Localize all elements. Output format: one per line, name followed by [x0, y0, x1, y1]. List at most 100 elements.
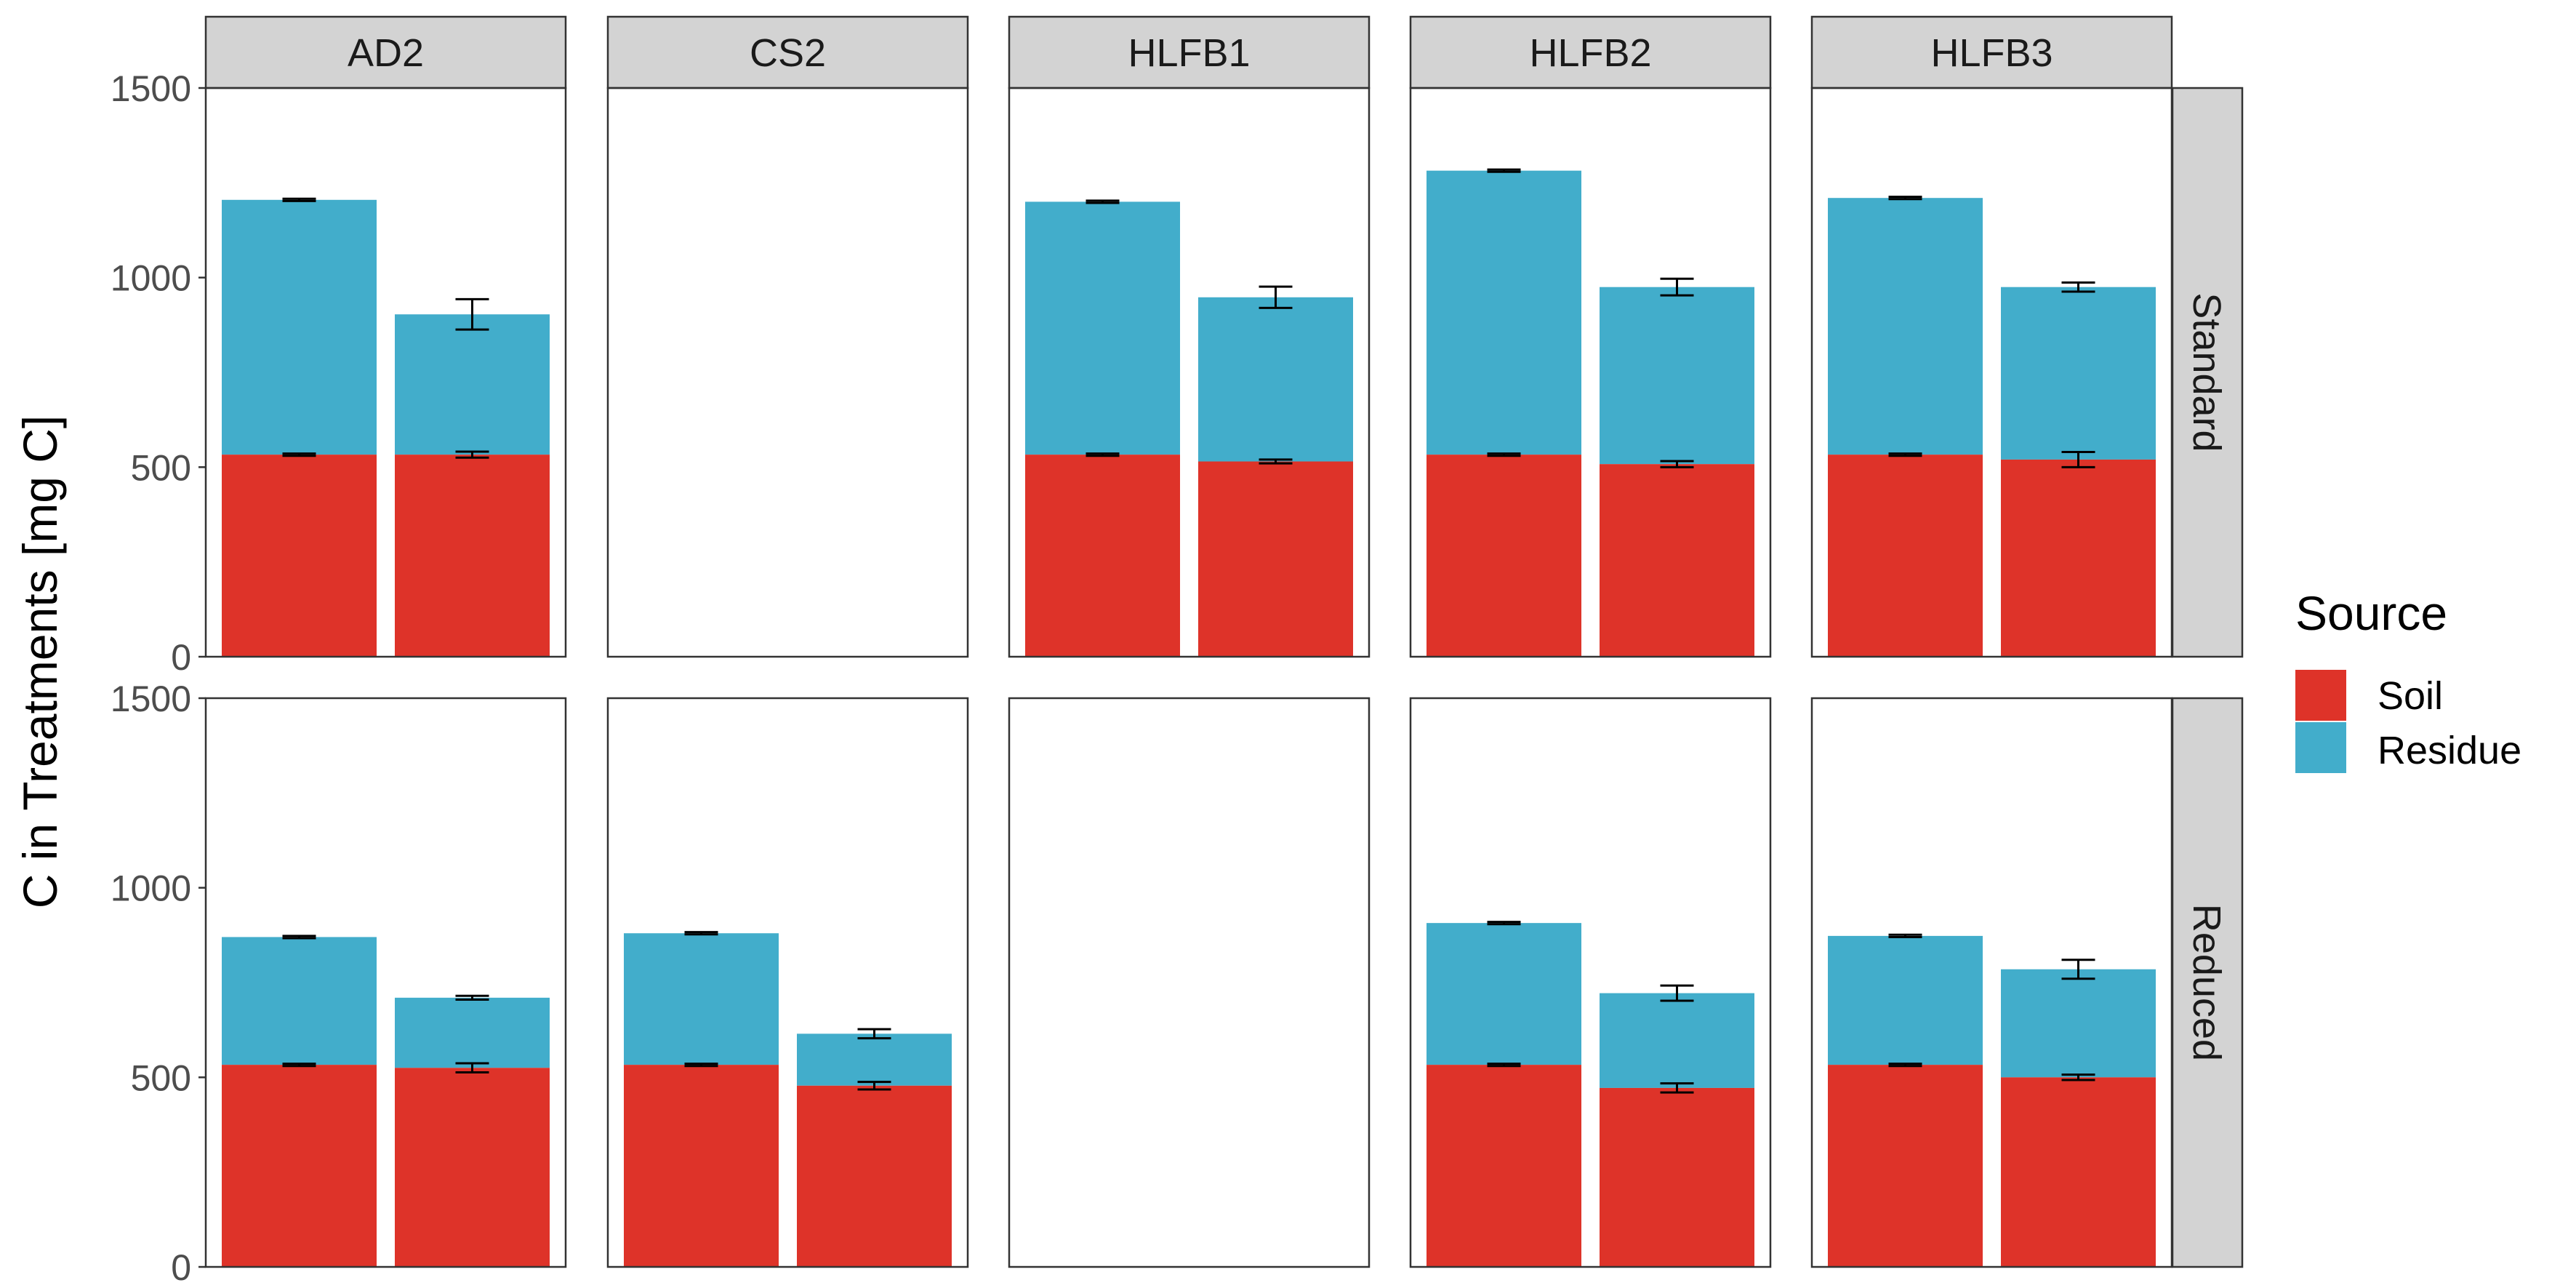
column-strips: AD2 CS2 HLFB1 HLFB2 HLFB3 — [204, 15, 2173, 89]
error-bar-total — [2061, 281, 2095, 293]
y-tick-label: 0 — [171, 1247, 191, 1288]
error-bar-total — [684, 931, 718, 936]
bar-residue — [1427, 923, 1581, 1065]
legend-title: Source — [2295, 586, 2447, 640]
legend-swatch-residue — [2295, 722, 2346, 773]
error-bar-total — [1888, 933, 1922, 938]
panel-reduced-hlfb2 — [1409, 697, 1772, 1268]
error-bar-total — [1660, 277, 1694, 297]
panel-reduced-cs2 — [606, 697, 969, 1268]
panel-border — [606, 87, 969, 658]
bar-residue — [1025, 201, 1180, 455]
bar-soil — [222, 1065, 377, 1267]
error-bar-soil — [857, 1081, 891, 1091]
strip-hlfb2 — [1409, 15, 1772, 89]
bar-soil — [1828, 1065, 1983, 1267]
panel-standard-hlfb1 — [1008, 87, 1371, 658]
error-bar-soil — [1086, 452, 1120, 457]
error-bar-soil — [1487, 1063, 1521, 1068]
error-bar-soil — [2061, 1073, 2095, 1081]
error-bar-soil — [455, 1062, 489, 1074]
error-bar-total — [1259, 285, 1293, 309]
error-bar-soil — [282, 452, 316, 457]
strip-label-ad2: AD2 — [348, 31, 424, 75]
bar-residue — [1198, 297, 1353, 462]
error-bar-soil — [1487, 452, 1521, 457]
bar-soil — [395, 1068, 550, 1267]
strip-standard — [2171, 87, 2244, 658]
bar-soil — [1600, 1087, 1754, 1267]
error-bar-soil — [1888, 452, 1922, 457]
panel-border — [1008, 87, 1371, 658]
bar-soil — [1427, 1065, 1581, 1267]
error-bar-total — [455, 994, 489, 1001]
panel-reduced-hlfb1 — [1008, 697, 1371, 1268]
error-bar-total — [1086, 199, 1120, 204]
bar-residue — [2001, 287, 2156, 460]
bar-soil — [1025, 455, 1180, 657]
panel-standard-hlfb2 — [1409, 87, 1772, 658]
error-bar-total — [2061, 959, 2095, 980]
panel-standard-cs2 — [606, 87, 969, 658]
legend-label-soil: Soil — [2378, 674, 2443, 718]
strip-label-hlfb2: HLFB2 — [1529, 31, 1651, 75]
y-axis-title: C in Treatments [mg C] — [13, 415, 67, 909]
y-tick-label: 1500 — [111, 68, 191, 109]
strip-ad2 — [204, 15, 567, 89]
bar-residue — [1828, 935, 1983, 1065]
panel-reduced-hlfb3 — [1810, 697, 2173, 1268]
error-bar-soil — [2061, 450, 2095, 468]
panel-border — [1810, 697, 2173, 1268]
error-bar-total — [455, 297, 489, 331]
error-bar-total — [1487, 921, 1521, 926]
y-tick-label: 500 — [131, 447, 191, 488]
legend-label-residue: Residue — [2378, 729, 2521, 772]
panels — [204, 87, 2173, 1268]
panel-standard-hlfb3 — [1810, 87, 2173, 658]
panel-border — [1409, 87, 1772, 658]
panel-standard-ad2 — [204, 87, 567, 658]
strip-label-hlfb3: HLFB3 — [1930, 31, 2053, 75]
panel-border — [204, 697, 567, 1268]
error-bar-soil — [282, 1063, 316, 1068]
panel-border — [1409, 697, 1772, 1268]
panel-border — [1008, 697, 1371, 1268]
y-tick-label: 1500 — [111, 679, 191, 719]
panel-border — [204, 87, 567, 658]
strip-label-standard: Standard — [2185, 292, 2228, 452]
bar-residue — [2001, 969, 2156, 1078]
error-bar-total — [1487, 168, 1521, 173]
panel-border — [606, 697, 969, 1268]
bar-soil — [797, 1085, 952, 1267]
strip-cs2 — [606, 15, 969, 89]
y-tick-label: 500 — [131, 1057, 191, 1098]
bar-soil — [222, 455, 377, 657]
bar-residue — [1600, 993, 1754, 1088]
error-bar-soil — [1259, 458, 1293, 465]
error-bar-total — [282, 197, 316, 202]
bar-soil — [1828, 455, 1983, 657]
bar-residue — [1828, 198, 1983, 455]
error-bar-soil — [684, 1063, 718, 1068]
strip-label-hlfb1: HLFB1 — [1128, 31, 1250, 75]
y-tick-label: 1000 — [111, 258, 191, 299]
bar-residue — [1427, 170, 1581, 455]
bar-residue — [222, 199, 377, 455]
strip-label-reduced: Reduced — [2185, 904, 2228, 1061]
bar-soil — [1198, 461, 1353, 657]
bar-soil — [1427, 455, 1581, 657]
bar-soil — [395, 455, 550, 657]
bar-residue — [624, 933, 779, 1065]
row-strips: Standard Reduced — [2171, 87, 2244, 1268]
legend: Source Soil Residue — [2295, 586, 2521, 773]
bar-soil — [2001, 1077, 2156, 1267]
error-bar-total — [1888, 196, 1922, 201]
bar-soil — [2001, 459, 2156, 657]
bar-soil — [624, 1065, 779, 1267]
error-bar-total — [857, 1028, 891, 1040]
error-bar-total — [1660, 984, 1694, 1002]
panel-reduced-ad2 — [204, 697, 567, 1268]
error-bar-soil — [455, 450, 489, 459]
